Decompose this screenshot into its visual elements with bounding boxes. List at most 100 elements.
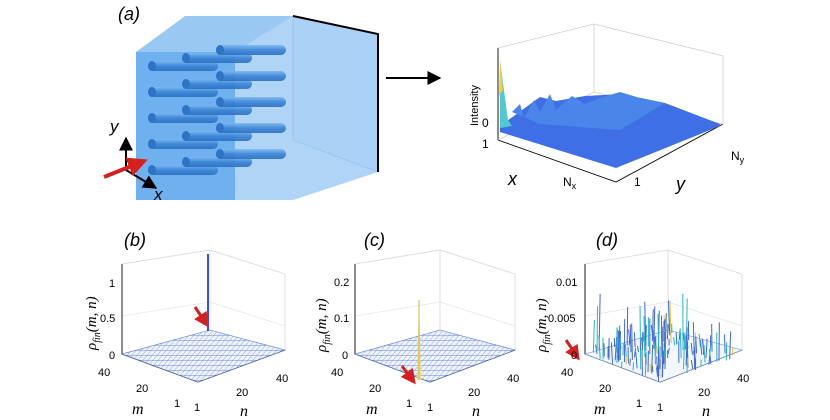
noise-spike bbox=[639, 337, 642, 350]
noise-spike bbox=[663, 347, 666, 358]
panel-a-label: (a) bbox=[118, 4, 140, 24]
panel-c-label: (c) bbox=[364, 230, 385, 250]
noise-spike bbox=[598, 335, 601, 359]
ztick-mid: 0.005 bbox=[548, 313, 576, 325]
noise-spike bbox=[618, 325, 621, 359]
noise-spike bbox=[610, 342, 614, 364]
n-tick-40: 40 bbox=[737, 373, 749, 385]
n-axis-label: n bbox=[240, 403, 248, 420]
m-tick-40: 40 bbox=[561, 367, 573, 379]
ztick-0: 0 bbox=[571, 350, 577, 362]
noise-spike bbox=[694, 347, 696, 355]
ztick-mid: 0.1 bbox=[334, 313, 349, 325]
noise-spike bbox=[651, 365, 654, 372]
n-tick-20: 20 bbox=[236, 387, 248, 399]
noise-spike bbox=[663, 331, 666, 364]
n-tick-40: 40 bbox=[507, 373, 519, 385]
m-axis-label: m bbox=[594, 401, 606, 418]
noise-spike bbox=[723, 334, 726, 354]
noise-spike bbox=[705, 338, 708, 358]
n-tick-20: 20 bbox=[698, 387, 710, 399]
noise-spike bbox=[700, 339, 703, 355]
noise-spike bbox=[709, 343, 712, 357]
noise-spike bbox=[632, 362, 635, 371]
y-tick-1: 1 bbox=[634, 175, 641, 189]
noise-spike bbox=[631, 323, 633, 360]
noise-spike bbox=[685, 335, 687, 350]
ztick-mid: 0.5 bbox=[100, 313, 115, 325]
coordinate-axes: y x bbox=[103, 117, 163, 204]
waveguide-rod bbox=[148, 139, 218, 149]
noise-spike bbox=[635, 352, 638, 369]
noise-spike bbox=[628, 329, 631, 344]
noise-spike bbox=[673, 337, 676, 346]
noise-spike bbox=[655, 367, 658, 374]
waveguide-rod bbox=[148, 61, 218, 71]
noise-spike bbox=[708, 355, 711, 365]
noise-spike bbox=[685, 327, 688, 366]
noise-spike bbox=[703, 345, 706, 363]
noise-spike bbox=[669, 300, 672, 343]
waveguide-rod bbox=[182, 53, 252, 63]
noise-spike bbox=[595, 344, 598, 354]
noise-spike bbox=[682, 332, 686, 369]
waveguide-rod bbox=[182, 79, 252, 89]
peak-arrow bbox=[193, 306, 209, 328]
noise-spike bbox=[651, 309, 654, 342]
noise-spike bbox=[644, 353, 647, 365]
waveguide-rod-end bbox=[182, 53, 190, 63]
ztick-max: 1 bbox=[109, 278, 115, 290]
ztick-0: 0 bbox=[342, 350, 348, 362]
panel-a: (a) y x bbox=[103, 4, 745, 204]
m-axis-label: m bbox=[132, 401, 144, 418]
waveguide-rod-end bbox=[216, 45, 224, 55]
noise-spike bbox=[692, 322, 696, 370]
n-tick-40: 40 bbox=[276, 373, 288, 385]
noise-spike bbox=[633, 348, 637, 358]
waveguide-rod-end bbox=[216, 149, 224, 159]
waveguide-rod bbox=[148, 165, 218, 175]
m-axis-label: m bbox=[366, 401, 378, 418]
noise-spike bbox=[657, 365, 660, 377]
waveguide-rod bbox=[182, 131, 252, 141]
m-tick-20: 20 bbox=[136, 383, 148, 395]
m-tick-40: 40 bbox=[331, 367, 343, 379]
x-tick-nx: Nx bbox=[563, 175, 577, 191]
panel-d-label: (d) bbox=[596, 230, 618, 250]
waveguide-rod bbox=[216, 71, 286, 81]
noise-spike bbox=[639, 305, 642, 370]
noise-spike bbox=[731, 347, 734, 356]
axis-y-label: y bbox=[109, 117, 120, 136]
noise-spike bbox=[678, 329, 681, 336]
waveguide-rod bbox=[148, 113, 218, 123]
panel-b-label: (b) bbox=[124, 230, 146, 250]
noise-spike bbox=[667, 300, 671, 336]
axis-x-label: x bbox=[153, 185, 163, 204]
waveguide-rod bbox=[216, 97, 286, 107]
noise-spike bbox=[667, 347, 670, 355]
waveguide-rod-end bbox=[148, 139, 156, 149]
waveguide-rod-end bbox=[216, 97, 224, 107]
surface-x-label: x bbox=[507, 169, 518, 189]
m-tick-1: 1 bbox=[406, 398, 412, 410]
m-tick-20: 20 bbox=[369, 383, 381, 395]
waveguide-rod-end bbox=[182, 79, 190, 89]
waveguide-rod bbox=[216, 149, 286, 159]
noise-spike bbox=[629, 324, 632, 353]
peak-arrow bbox=[400, 365, 416, 385]
noise-spike bbox=[651, 345, 654, 374]
waveguide-rods bbox=[148, 45, 286, 175]
n-axis-label: n bbox=[472, 403, 480, 420]
noise-spike bbox=[644, 301, 647, 351]
noise-spike bbox=[690, 342, 693, 355]
noise-mesh bbox=[592, 293, 734, 382]
waveguide-rod bbox=[216, 123, 286, 133]
waveguide-rod-end bbox=[216, 123, 224, 133]
noise-spike bbox=[637, 345, 639, 353]
noise-spike bbox=[698, 333, 701, 348]
panel-d: (d) 0 0.005 0.01 40 20 1 1 20 40 m n ρfi… bbox=[534, 230, 749, 420]
noise-spike bbox=[633, 332, 636, 348]
n-tick-1: 1 bbox=[657, 402, 663, 414]
noise-spike bbox=[675, 332, 678, 345]
